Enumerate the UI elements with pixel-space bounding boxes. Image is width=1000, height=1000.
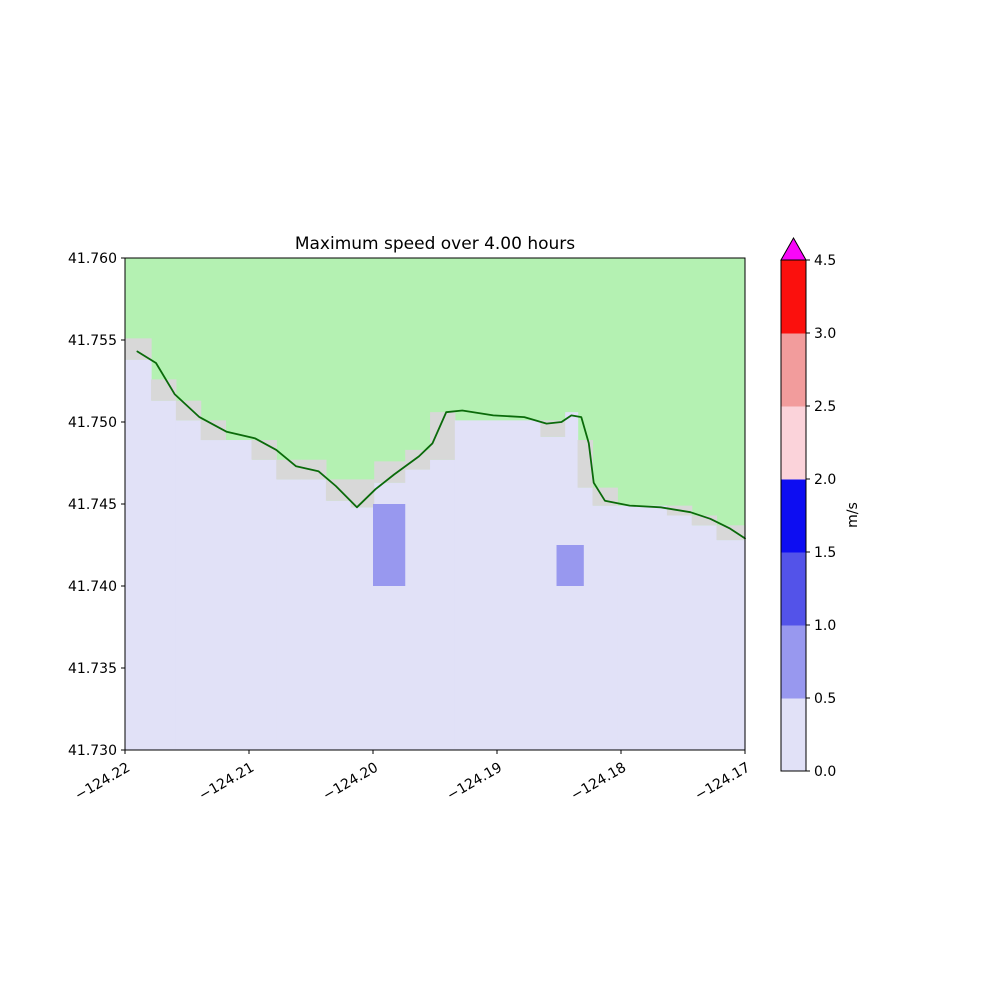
speed-cell: [373, 504, 406, 586]
masked-cell: [276, 459, 302, 480]
water-region: [251, 459, 277, 750]
water-region: [350, 507, 375, 750]
water-region: [691, 525, 718, 750]
water-region: [151, 400, 177, 750]
masked-cell: [175, 400, 202, 421]
colorbar-segment: [781, 552, 806, 626]
water-region: [276, 479, 302, 750]
colorbar-segment: [781, 625, 806, 699]
water-region: [666, 515, 693, 750]
water-region: [430, 459, 456, 750]
water-region: [225, 440, 253, 750]
water-region: [200, 440, 227, 750]
water-region: [405, 469, 431, 750]
x-tick-label: −124.22: [72, 760, 133, 804]
y-tick-label: 41.745: [68, 497, 117, 513]
colorbar-segment: [781, 333, 806, 407]
colorbar-tick-label: 3.0: [814, 326, 836, 342]
y-tick-label: 41.730: [68, 743, 117, 759]
colorbar-segment: [781, 406, 806, 480]
y-tick-label: 41.735: [68, 661, 117, 677]
colorbar-tick-label: 2.0: [814, 472, 836, 488]
masked-cell: [200, 420, 227, 441]
x-tick-label: −124.20: [320, 760, 381, 804]
y-tick-label: 41.740: [68, 579, 117, 595]
speed-cell: [556, 545, 584, 586]
colorbar-tick-label: 2.5: [814, 399, 836, 415]
masked-cell: [125, 338, 152, 360]
colorbar-tick-label: 0.5: [814, 691, 836, 707]
colorbar-outline: [780, 259, 807, 772]
colorbar-segment: [781, 260, 806, 334]
water-region: [125, 359, 152, 750]
x-tick-label: −124.17: [692, 760, 753, 804]
water-region: [592, 505, 618, 750]
colorbar-tick-label: 1.5: [814, 545, 836, 561]
y-tick-label: 41.755: [68, 333, 117, 349]
water-region: [301, 479, 327, 750]
colorbar-segment: [781, 698, 806, 772]
colorbar-axis-label: m/s: [845, 502, 861, 528]
masked-cell: [716, 525, 746, 541]
water-region: [454, 420, 541, 750]
masked-cell: [251, 440, 277, 460]
y-tick-label: 41.750: [68, 415, 117, 431]
chart-title: Maximum speed over 4.00 hours: [294, 234, 576, 254]
x-tick-label: −124.18: [568, 760, 629, 804]
colorbar-segment: [781, 479, 806, 553]
masked-cell: [691, 515, 718, 526]
colorbar-tick-label: 4.5: [814, 253, 836, 269]
water-region: [540, 436, 566, 750]
y-tick-label: 41.760: [68, 251, 117, 267]
colorbar-extend-triangle: [780, 236, 807, 261]
masked-cell: [374, 461, 406, 483]
water-region: [577, 487, 594, 750]
x-tick-label: −124.19: [444, 760, 505, 804]
coastline-path: [136, 350, 746, 540]
masked-cell: [151, 379, 177, 401]
masked-cell: [405, 449, 431, 470]
water-region: [325, 500, 352, 750]
water-region: [716, 540, 746, 750]
water-region: [175, 420, 202, 750]
colorbar-tick-label: 0.0: [814, 764, 836, 780]
x-tick-label: −124.21: [196, 760, 257, 804]
water-region: [617, 505, 668, 750]
colorbar-tick-label: 1.0: [814, 618, 836, 634]
